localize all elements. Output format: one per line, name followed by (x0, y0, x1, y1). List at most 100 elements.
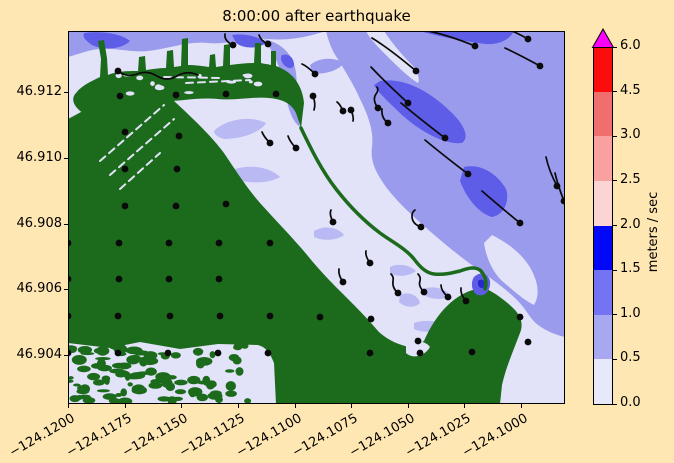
land-speckle (155, 84, 162, 90)
x-tick-mark (68, 404, 70, 408)
slough-streak-2 (109, 118, 175, 176)
y-tick-mark (64, 355, 68, 356)
colorbar-tick-label: 4.5 (620, 82, 641, 98)
colorbar-axis-label: meters / sec (646, 191, 661, 273)
velocity-trail (371, 37, 417, 72)
velocity-dot (367, 315, 375, 323)
marsh-speckle (148, 382, 163, 389)
velocity-dot (115, 239, 123, 247)
velocity-trail (373, 86, 379, 109)
colorbar-tick-mark (613, 269, 617, 271)
water-patch-comma-2 (230, 166, 280, 183)
y-tick-label: 46.910 (16, 149, 63, 165)
velocity-dot (404, 99, 412, 107)
velocity-dot (164, 349, 172, 357)
marsh-speckle (225, 381, 236, 391)
water-low-channel-east (484, 235, 538, 305)
y-tick-label: 46.906 (16, 281, 63, 297)
marsh-speckle (73, 383, 81, 387)
y-tick-label: 46.904 (16, 347, 63, 362)
colorbar-over-arrow (591, 27, 615, 48)
marsh-speckle (95, 357, 111, 361)
colorbar-segment (593, 225, 613, 271)
velocity-dot (214, 349, 222, 357)
marsh-speckle (228, 354, 240, 362)
land-speckle (125, 91, 135, 96)
marsh-speckle (117, 362, 132, 370)
velocity-dot (215, 239, 223, 247)
colorbar-tick-mark (613, 358, 617, 360)
marsh-speckle (109, 368, 126, 374)
velocity-dot (464, 170, 472, 178)
velocity-dot (114, 349, 122, 357)
x-tick-mark (464, 404, 466, 408)
colorbar-tick-label: 2.0 (620, 216, 641, 232)
marsh-speckle (187, 375, 201, 385)
colorbar-tick-mark (613, 180, 617, 182)
land-main (68, 79, 522, 404)
x-tick-mark (238, 404, 239, 408)
velocity-dot (264, 40, 272, 48)
velocity-dot (339, 278, 347, 286)
marsh-speckle (115, 393, 123, 397)
colorbar-segment (593, 91, 613, 137)
velocity-dot (173, 165, 181, 173)
colorbar-tick-label: 0.5 (620, 350, 641, 366)
velocity-dot (266, 312, 274, 320)
marsh-speckle (225, 369, 235, 373)
water-patch-shoal-a (390, 264, 416, 276)
velocity-trail (424, 139, 469, 175)
slough-streak-1 (99, 104, 165, 162)
colorbar: 0.0 0.5 1.0 1.5 2.0 2.5 3.0 4.5 6.0 (591, 27, 641, 410)
velocity-dot (316, 313, 324, 321)
velocity-dot (420, 288, 428, 296)
velocity-map (68, 31, 565, 404)
velocity-dot (114, 67, 122, 75)
marsh-speckle (235, 367, 244, 376)
colorbar-segment (593, 314, 613, 360)
velocity-dot (471, 42, 479, 50)
velocity-trail (411, 209, 422, 228)
marsh-speckle (93, 379, 105, 386)
velocity-trail (390, 273, 399, 294)
runway-streak-2 (185, 79, 251, 84)
water-low-inlet (406, 340, 430, 357)
water-patch-shoal-c (424, 287, 451, 299)
velocity-dot (264, 349, 272, 357)
map-axes (68, 31, 565, 404)
marsh-speckle (68, 376, 74, 380)
velocity-dot (536, 62, 544, 70)
velocity-dot (172, 91, 180, 99)
velocity-dot (412, 67, 420, 75)
marsh-speckle (96, 389, 110, 393)
colorbar-tick-mark (613, 91, 617, 93)
velocity-dot (215, 275, 223, 283)
land-speckle (115, 73, 122, 79)
colorbar-tick-label: 1.5 (620, 261, 641, 277)
velocity-dot (115, 275, 123, 283)
velocity-dot (272, 90, 280, 98)
marsh-speckle (82, 397, 96, 404)
jetty-dike (299, 126, 488, 291)
plot-title: 8:00:00 after earthquake (222, 7, 411, 25)
velocity-trail (417, 273, 425, 293)
x-tick-mark (181, 404, 183, 408)
colorbar-tick-label: 1.0 (620, 305, 641, 321)
colorbar-tick-mark (613, 314, 617, 316)
colorbar-tick-mark (613, 225, 617, 226)
velocity-dot (414, 337, 422, 345)
velocity-trail (504, 47, 541, 67)
marsh-speckle (102, 393, 117, 400)
water-low-tongue (366, 31, 419, 83)
water-high-blob-1 (374, 80, 466, 144)
x-tick-mark (124, 404, 126, 408)
colorbar-segment (593, 46, 613, 92)
marsh-speckle (174, 379, 188, 386)
marsh-speckle (117, 397, 133, 404)
velocity-dot (309, 92, 317, 100)
velocity-dot (175, 132, 183, 140)
marsh-speckle (244, 398, 252, 404)
velocity-dot (524, 338, 532, 346)
velocity-dot (121, 165, 129, 173)
